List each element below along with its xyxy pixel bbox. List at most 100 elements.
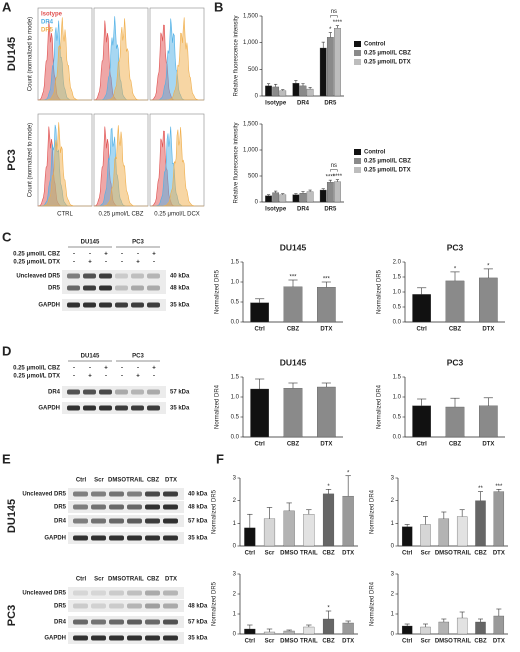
condition-label: 0.25 μmol/L DCX [154,212,200,218]
bar [319,189,327,203]
blot-band [73,491,88,497]
x-tick-label: CBZ [449,327,462,333]
significance-label: *** [495,484,503,490]
treatment-sign: + [152,366,156,372]
treatment-sign: - [89,366,91,372]
row-label: GAPDH [44,636,66,642]
x-tick-label: CBZ [287,327,300,333]
blot-band [91,535,106,541]
blot-band [99,285,112,291]
bar [438,518,450,547]
blot-band [131,273,144,279]
lane-label: CBZ [147,478,160,484]
y-axis-label: Relative fluorescence intensity [234,122,240,203]
legend-label: Control [364,150,386,156]
error-bar [417,398,427,406]
error-bar [294,193,298,195]
x-tick-label: Ctrl [254,327,265,333]
error-bar [483,397,493,406]
x-tick-label: DTX [482,442,494,448]
bar [279,90,287,97]
x-tick-label: DTX [482,327,494,333]
x-tick-label: DTX [342,551,354,557]
error-bar [288,279,298,287]
blot-band [147,302,160,308]
y-axis-label: Count (normalized to mode) [28,123,34,197]
blot-band [91,491,106,497]
significance-bracket-label: ns [331,163,337,169]
x-tick-label: Ctrl [402,551,413,557]
bar [244,527,256,547]
blot-band [99,389,112,395]
blot-band [163,535,178,541]
x-tick-label: DMSO [435,551,453,557]
error-bar [308,189,312,192]
size-label: 48 kDa [188,505,208,511]
error-bar [328,32,332,38]
bar [445,406,465,438]
bar [493,491,505,547]
lane-label: Scr [94,478,104,484]
y-tick-label: 0.5 [231,300,240,306]
blot-band [147,389,160,395]
error-bar [301,191,305,194]
blot-band [163,504,178,510]
error-bar [308,87,312,90]
blot-band [145,635,160,641]
error-bar [335,25,340,29]
bar [283,510,295,547]
histogram-curve [38,122,92,207]
bar [475,500,486,547]
blot-band [67,389,80,395]
blot-band [109,603,124,609]
y-axis-label: Normalized DR4 [370,489,376,534]
blot-band [67,302,80,308]
error-bar [294,80,298,84]
y-tick-label: 0.5 [393,415,402,421]
significance-label: **** [333,174,343,180]
blot-strip [68,587,184,599]
y-tick-label: 0 [255,200,259,206]
blot-band [145,603,160,609]
blot-band [163,603,178,609]
size-label: 35 kDa [188,536,208,542]
y-tick-label: 1.5 [393,275,402,281]
error-bar [483,268,493,278]
bar [412,405,431,438]
bar [401,625,413,635]
x-tick-label: TRAIL [453,639,471,645]
blot-band [131,285,144,291]
error-bar [321,188,325,191]
blot-band [83,285,96,291]
error-bar [286,629,292,631]
legend-label: DR4 [41,20,54,26]
blot-band [99,273,112,279]
error-bar [266,83,271,86]
lane-label: DMSO [108,577,126,583]
error-bar [255,298,265,303]
group-label: PC3 [132,354,144,360]
blot-band [67,405,80,411]
lane-label: DTX [165,577,177,583]
treatment-sign: + [136,374,140,380]
bar [456,617,468,635]
bar [265,195,272,203]
panel-label: E [2,451,11,466]
legend-swatch [354,50,361,56]
lane-label: TRAIL [126,577,144,583]
significance-label: * [454,266,457,272]
bar [342,622,354,635]
bar [299,85,307,97]
bar [283,388,303,438]
blot-band [127,535,142,541]
x-tick-label: Scr [265,551,275,557]
row-label: DR4 [54,620,67,626]
blot-band [127,635,142,641]
y-tick-label: 2 [233,592,237,598]
x-tick-label: Scr [421,639,431,645]
blot-band [67,273,80,279]
bar [319,47,327,97]
error-bar [496,489,502,492]
row-label: Uncleaved DR5 [16,274,60,280]
y-axis-label: Normalized DR5 [212,489,218,534]
